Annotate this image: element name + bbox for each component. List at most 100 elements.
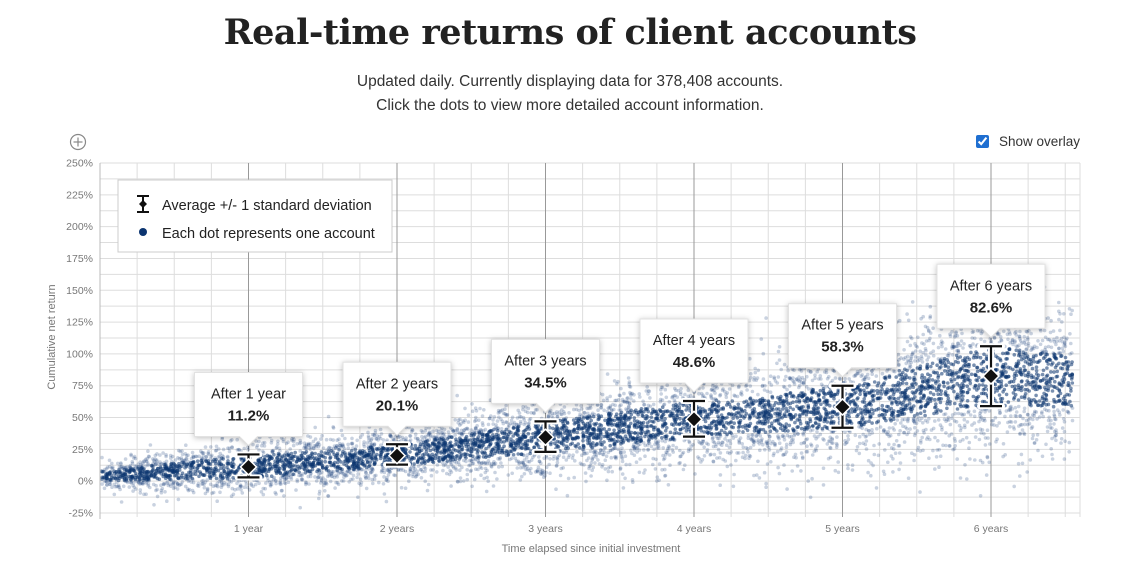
account-dot[interactable] xyxy=(910,352,914,357)
account-dot[interactable] xyxy=(671,407,675,411)
account-dot[interactable] xyxy=(291,439,296,444)
account-dot[interactable] xyxy=(1017,343,1021,348)
account-dot[interactable] xyxy=(278,482,282,486)
account-dot[interactable] xyxy=(625,400,630,405)
account-dot[interactable] xyxy=(670,395,674,400)
account-dot[interactable] xyxy=(889,454,894,458)
account-dot[interactable] xyxy=(489,450,494,454)
account-dot[interactable] xyxy=(805,444,809,449)
account-dot[interactable] xyxy=(590,456,595,461)
account-dot[interactable] xyxy=(267,461,271,465)
account-dot[interactable] xyxy=(408,438,413,442)
account-dot[interactable] xyxy=(365,441,370,445)
account-dot[interactable] xyxy=(479,428,484,433)
account-dot[interactable] xyxy=(716,440,721,445)
account-dot[interactable] xyxy=(349,477,353,482)
account-dot[interactable] xyxy=(912,417,916,422)
account-dot[interactable] xyxy=(321,446,326,451)
account-dot[interactable] xyxy=(467,458,472,463)
account-dot[interactable] xyxy=(384,468,389,472)
account-dot[interactable] xyxy=(1070,372,1074,377)
account-dot[interactable] xyxy=(952,447,957,451)
account-dot[interactable] xyxy=(756,440,760,444)
account-dot[interactable] xyxy=(948,368,952,373)
account-dot[interactable] xyxy=(931,448,935,453)
account-dot[interactable] xyxy=(422,452,427,457)
account-dot[interactable] xyxy=(697,456,701,461)
account-dot[interactable] xyxy=(585,451,589,456)
account-dot[interactable] xyxy=(808,495,813,500)
account-dot[interactable] xyxy=(272,452,276,457)
account-dot[interactable] xyxy=(470,402,474,406)
account-dot[interactable] xyxy=(822,438,826,442)
account-dot[interactable] xyxy=(999,338,1003,342)
account-dot[interactable] xyxy=(1066,364,1071,368)
account-dot[interactable] xyxy=(911,352,915,356)
account-dot[interactable] xyxy=(937,383,942,387)
account-dot[interactable] xyxy=(596,458,600,462)
account-dot[interactable] xyxy=(456,430,460,435)
account-dot[interactable] xyxy=(217,463,222,467)
account-dot[interactable] xyxy=(239,484,243,488)
account-dot[interactable] xyxy=(458,479,463,484)
account-dot[interactable] xyxy=(843,430,847,434)
account-dot[interactable] xyxy=(983,410,987,414)
account-dot[interactable] xyxy=(408,450,412,454)
account-dot[interactable] xyxy=(464,459,468,464)
account-dot[interactable] xyxy=(599,406,603,410)
account-dot[interactable] xyxy=(603,418,607,423)
account-dot[interactable] xyxy=(526,431,531,436)
account-dot[interactable] xyxy=(314,479,319,483)
account-dot[interactable] xyxy=(286,480,291,485)
account-dot[interactable] xyxy=(1035,345,1039,350)
account-dot[interactable] xyxy=(176,476,181,481)
account-dot[interactable] xyxy=(389,434,393,439)
account-dot[interactable] xyxy=(471,437,476,441)
account-dot[interactable] xyxy=(180,449,184,453)
account-dot[interactable] xyxy=(176,497,181,502)
account-dot[interactable] xyxy=(662,403,666,407)
account-dot[interactable] xyxy=(134,487,138,491)
account-dot[interactable] xyxy=(910,300,915,304)
account-dot[interactable] xyxy=(164,454,168,459)
account-dot[interactable] xyxy=(539,461,543,466)
account-dot[interactable] xyxy=(870,372,874,377)
account-dot[interactable] xyxy=(468,463,473,467)
account-dot[interactable] xyxy=(537,459,542,464)
account-dot[interactable] xyxy=(877,442,881,446)
account-dot[interactable] xyxy=(136,481,141,485)
account-dot[interactable] xyxy=(575,449,579,454)
account-dot[interactable] xyxy=(537,459,542,464)
account-dot[interactable] xyxy=(697,440,701,444)
account-dot[interactable] xyxy=(885,404,889,409)
account-dot[interactable] xyxy=(371,468,375,472)
account-dot[interactable] xyxy=(632,442,636,447)
account-dot[interactable] xyxy=(847,377,851,381)
account-dot[interactable] xyxy=(341,471,345,476)
account-dot[interactable] xyxy=(727,387,732,391)
account-dot[interactable] xyxy=(925,437,929,441)
account-dot[interactable] xyxy=(326,474,330,479)
account-dot[interactable] xyxy=(370,466,374,471)
account-dot[interactable] xyxy=(863,442,868,447)
account-dot[interactable] xyxy=(1016,398,1021,402)
account-dot[interactable] xyxy=(339,445,344,449)
account-dot[interactable] xyxy=(532,445,536,450)
account-dot[interactable] xyxy=(720,416,725,420)
account-dot[interactable] xyxy=(1062,335,1066,340)
account-dot[interactable] xyxy=(718,392,723,397)
account-dot[interactable] xyxy=(784,425,788,430)
account-dot[interactable] xyxy=(335,468,340,473)
account-dot[interactable] xyxy=(701,386,705,390)
account-dot[interactable] xyxy=(362,444,367,449)
account-dot[interactable] xyxy=(686,394,690,399)
account-dot[interactable] xyxy=(164,453,168,457)
account-dot[interactable] xyxy=(466,413,471,418)
account-dot[interactable] xyxy=(966,362,970,367)
account-dot[interactable] xyxy=(743,453,748,458)
account-dot[interactable] xyxy=(568,432,573,437)
account-dot[interactable] xyxy=(480,414,485,418)
account-dot[interactable] xyxy=(1054,342,1058,347)
account-dot[interactable] xyxy=(391,438,396,443)
account-dot[interactable] xyxy=(677,461,681,466)
